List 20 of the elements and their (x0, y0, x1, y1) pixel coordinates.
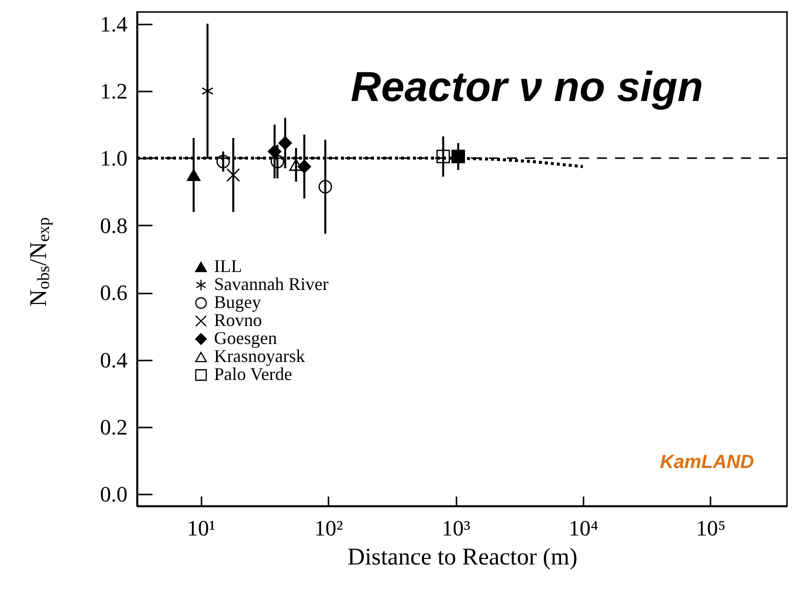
x-tick-label: 10³ (442, 516, 471, 540)
legend-label: ILL (214, 256, 242, 276)
y-tick-label: 0.2 (100, 414, 128, 440)
y-tick-label: 0.4 (100, 347, 128, 372)
legend-label: Bugey (214, 292, 261, 312)
x-axis-title: Distance to Reactor (m) (348, 544, 578, 570)
x-tick-label: 10² (314, 516, 344, 540)
legend-label: Goesgen (214, 328, 277, 348)
x-tick-label: 10⁵ (696, 516, 726, 540)
legend-label: Savannah River (214, 274, 328, 294)
y-tick-label: 1.4 (100, 11, 128, 36)
annotation: KamLAND (660, 452, 754, 473)
text: Reactor ν no sign (350, 63, 704, 110)
x-tick-label: 10¹ (186, 516, 216, 540)
y-tick-label: 0.6 (100, 280, 128, 306)
y-tick-label: 1.2 (100, 78, 128, 104)
y-tick-label: 1.0 (100, 146, 128, 171)
y-tick-label: 0.0 (100, 482, 128, 507)
x-tick-label: 10⁴ (568, 516, 599, 540)
y-tick-label: 0.8 (100, 212, 128, 238)
